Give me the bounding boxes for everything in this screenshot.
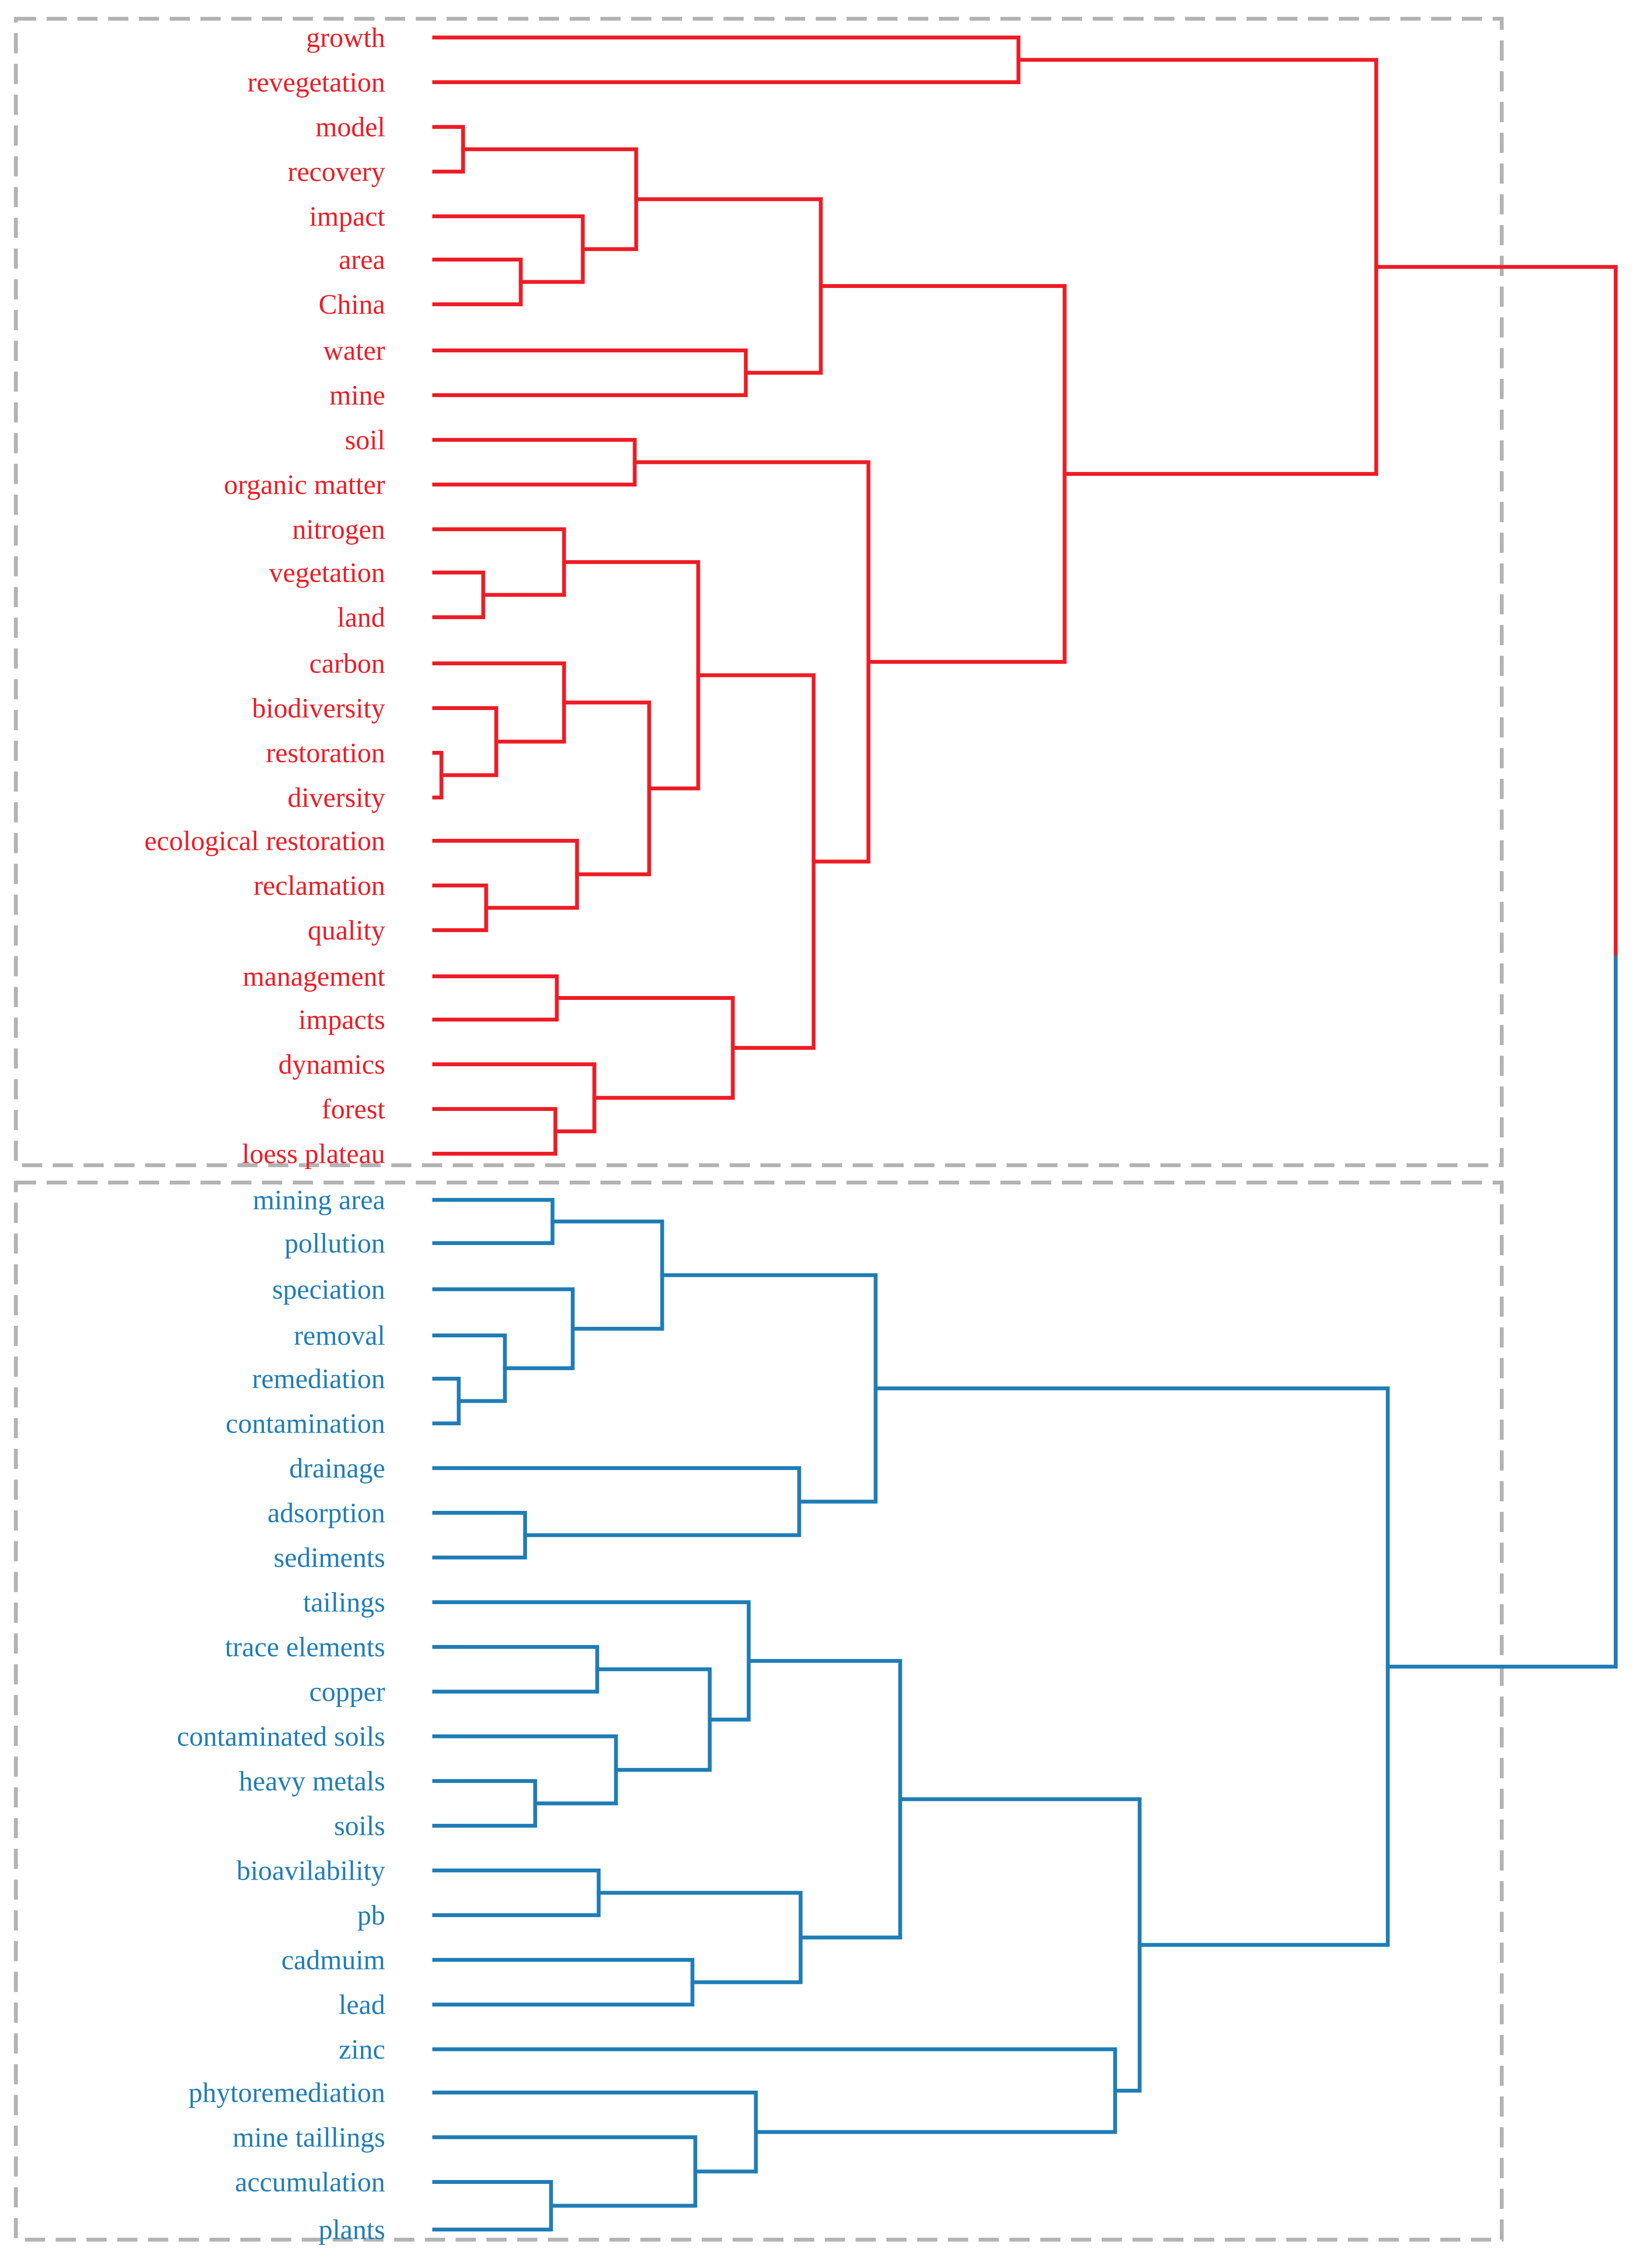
blue-branch — [432, 1198, 555, 1245]
blue-branch — [747, 1659, 902, 1940]
leaf-label: ecological restoration — [144, 825, 385, 857]
red-group-box — [14, 17, 1504, 1167]
red-branch — [819, 284, 1067, 664]
red-branch — [432, 884, 488, 932]
leaf-label: water — [323, 335, 385, 366]
leaf-label: quality — [308, 915, 385, 946]
root-branch-blue — [1385, 956, 1618, 1669]
blue-branch — [432, 1958, 695, 2006]
red-branch — [432, 571, 486, 619]
red-branch — [432, 214, 585, 284]
blue-branch — [898, 1797, 1142, 2093]
red-branch — [1016, 58, 1378, 476]
leaf-label: carbon — [309, 648, 385, 679]
leaf-label: cadmuim — [281, 1944, 385, 1976]
leaf-label: soils — [334, 1810, 385, 1842]
red-branch — [633, 460, 871, 864]
leaf-label: copper — [309, 1676, 385, 1707]
red-branch — [432, 1062, 597, 1134]
blue-branch — [597, 1891, 803, 1984]
leaf-label: trace elements — [225, 1632, 385, 1663]
blue-branch — [432, 1466, 801, 1537]
leaf-label: drainage — [289, 1453, 386, 1484]
leaf-label: organic matter — [224, 469, 386, 500]
leaf-label: restoration — [266, 737, 385, 769]
blue-branch — [432, 1511, 527, 1559]
leaf-label: pollution — [285, 1228, 385, 1259]
blue-branch — [550, 1220, 664, 1331]
leaf-label: removal — [294, 1320, 385, 1351]
red-branch — [432, 661, 566, 744]
leaf-label: mine — [329, 380, 385, 411]
leaf-label: area — [339, 244, 386, 275]
leaf-label: heavy metals — [239, 1766, 385, 1797]
blue-branch — [432, 2135, 698, 2208]
leaf-label: China — [319, 289, 386, 320]
leaf-label: mine taillings — [233, 2122, 385, 2153]
leaf-label: zinc — [339, 2034, 386, 2065]
blue-branch — [873, 1386, 1390, 1947]
leaf-label: contaminated soils — [177, 1721, 385, 1752]
leaf-label: contamination — [225, 1408, 385, 1439]
leaf-label: loess plateau — [242, 1138, 385, 1170]
leaf-label: speciation — [272, 1274, 385, 1305]
leaf-label: remediation — [252, 1363, 385, 1395]
red-branch — [432, 974, 559, 1022]
leaf-label: impacts — [299, 1004, 385, 1035]
red-branch — [562, 560, 700, 791]
leaf-label: forest — [322, 1094, 385, 1125]
leaf-label: mining area — [253, 1184, 385, 1216]
leaf-label: revegetation — [248, 67, 386, 98]
blue-branch — [432, 2091, 758, 2174]
blue-branch — [432, 1869, 601, 1917]
red-branch — [432, 36, 1021, 84]
red-branch — [696, 673, 816, 1050]
blue-branch — [432, 1734, 618, 1806]
leaf-label: pb — [357, 1900, 385, 1931]
leaf-label: impact — [309, 201, 385, 232]
leaf-label: soil — [345, 424, 385, 456]
red-branch — [432, 125, 465, 174]
leaf-label: growth — [306, 22, 385, 53]
red-branch — [555, 996, 735, 1100]
leaf-label: reclamation — [253, 870, 385, 901]
leaf-label: bioavilability — [237, 1855, 385, 1886]
red-branch — [432, 527, 566, 597]
red-branch — [432, 1107, 558, 1156]
blue-group-box — [14, 1181, 1504, 2242]
red-branch — [432, 839, 579, 910]
blue-branch — [432, 1779, 537, 1828]
red-branch — [432, 438, 637, 486]
leaf-label: lead — [339, 1989, 386, 2020]
leaf-label: sediments — [274, 1542, 385, 1573]
leaf-label: phytoremediation — [188, 2077, 385, 2108]
red-branch — [461, 147, 638, 251]
leaf-label: dynamics — [278, 1049, 385, 1080]
leaf-label: plants — [319, 2214, 386, 2245]
leaf-label: adsorption — [267, 1497, 385, 1529]
blue-branch — [432, 1645, 599, 1694]
blue-branch — [432, 1333, 507, 1403]
leaf-label: tailings — [303, 1587, 385, 1618]
red-branch — [432, 349, 748, 397]
leaf-label: diversity — [287, 782, 385, 813]
leaf-label: management — [243, 961, 385, 992]
blue-branch — [432, 1600, 751, 1722]
blue-branch — [432, 1377, 461, 1425]
red-branch — [432, 706, 499, 777]
leaf-label: biodiversity — [252, 693, 385, 724]
red-branch — [634, 197, 823, 375]
leaf-label: accumulation — [235, 2167, 385, 2198]
leaf-label: vegetation — [269, 557, 386, 588]
leaf-label: model — [315, 112, 385, 143]
root-branch-red — [1374, 265, 1618, 960]
blue-branch — [432, 2180, 553, 2231]
leaf-label: recovery — [287, 156, 385, 187]
red-branch — [432, 258, 523, 306]
leaf-label: land — [337, 602, 385, 633]
leaf-label: nitrogen — [292, 514, 385, 545]
